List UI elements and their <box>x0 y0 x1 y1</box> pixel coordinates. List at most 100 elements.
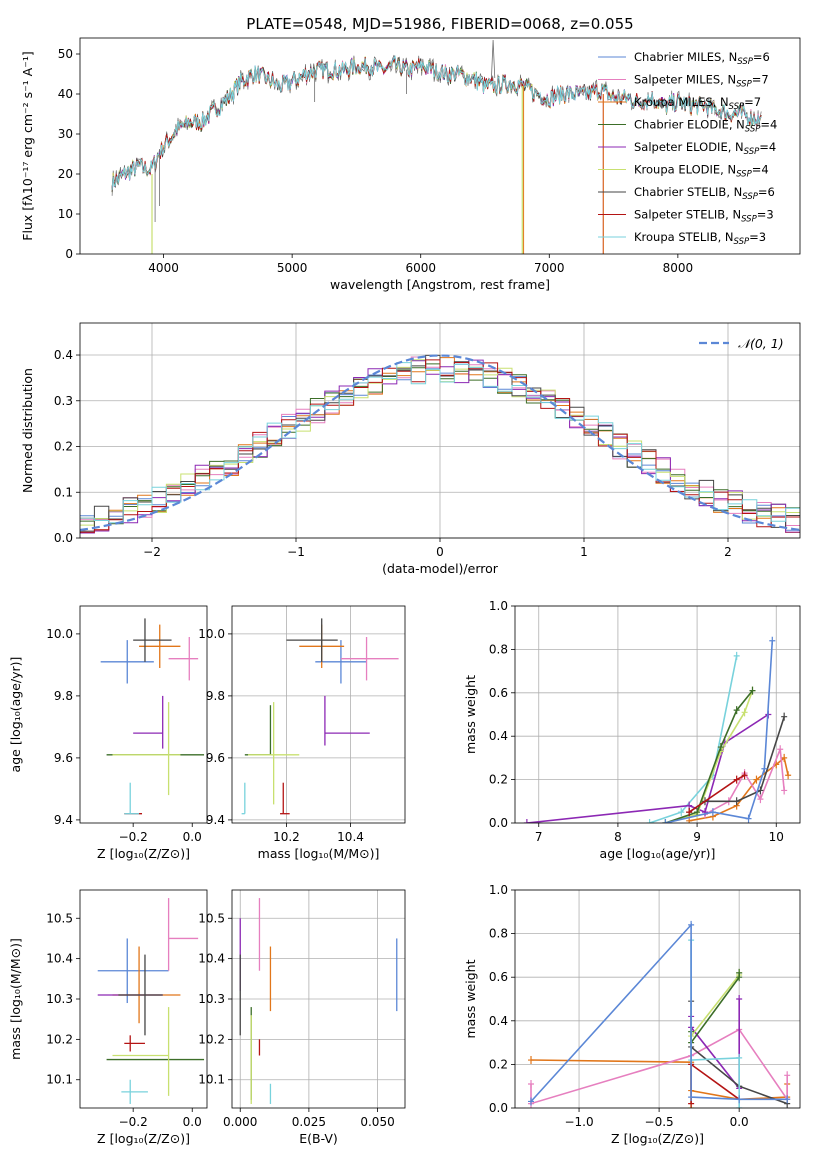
legend-text: Chabrier MILES, N <box>634 50 737 64</box>
residuals-panel: −2 −1 0 1 2 0.0 0.1 0.2 0.3 0.4 (data-model)/error… <box>20 322 801 576</box>
mass_weight_vs_age-ytick-label: 0.4 <box>489 729 508 743</box>
legend-label: Kroupa MILES, NSSP=7 <box>634 95 761 112</box>
mass_weight_vs_age-xtick-label: 10 <box>769 830 784 844</box>
weight-point-marker <box>745 814 752 823</box>
residuals-plot-area <box>80 354 800 534</box>
age_vs_mass-ytick-label: 9.4 <box>206 813 225 827</box>
plots-layer: 4000 5000 6000 7000 800001020304050wavelengt… <box>8 37 801 1146</box>
mass_weight_vs_age-xtick-label: 9 <box>693 830 701 844</box>
residuals-xtick-label: −2 <box>143 545 161 559</box>
legend-label: Salpeter MILES, NSSP=7 <box>634 73 769 90</box>
legend-count: =4 <box>759 140 776 154</box>
legend-label: Salpeter ELODIE, NSSP=4 <box>634 140 776 157</box>
weight-point-marker <box>769 636 776 645</box>
age_vs_mass-xtick-label: 10.2 <box>273 830 300 844</box>
legend-label: Kroupa STELIB, NSSP=3 <box>634 230 766 247</box>
mass_weight_vs_Z-frame <box>514 889 801 1109</box>
weight-series-8 <box>665 640 774 823</box>
mass_weight_vs_Z-plot-area <box>528 920 791 1108</box>
age_vs_mass-xtick-label: 10.4 <box>337 830 364 844</box>
mass_vs_ebv-xtick-label: 0.025 <box>292 1115 326 1129</box>
mass_vs_Z-xtick-label: −0.2 <box>119 1115 148 1129</box>
mass_weight_vs_Z-ytick-label: 0.0 <box>489 1101 508 1115</box>
weight-point-marker <box>709 808 716 817</box>
mass_vs_Z-xlabel: Z [log₁₀(Z/Z⊙)] <box>97 1131 190 1146</box>
age_vs_Z-panel: −0.2 0.0 9.4 9.6 9.8 10.0 Z [log₁₀(Z/Z⊙)] age [… <box>8 605 208 861</box>
spectrum-xtick-label: 5000 <box>277 261 308 275</box>
mass_vs_Z-ytick-label: 10.2 <box>46 1032 73 1046</box>
residuals-xtick-label: 1 <box>580 545 588 559</box>
weight-point-marker <box>741 708 748 717</box>
weight-point-marker <box>757 795 764 804</box>
weight-point-marker <box>785 771 792 780</box>
mass_weight_vs_age-ylabel: mass weight <box>463 675 478 754</box>
legend-subscript: SSP <box>734 237 750 247</box>
mass_vs_ebv-xlabel: E(B-V) <box>299 1131 338 1146</box>
weight-point-marker <box>662 819 669 823</box>
spectrum-panel: 4000 5000 6000 7000 8000 0 10 20 30 40 50 wavelengt… <box>20 37 801 292</box>
weight-point-marker <box>736 995 743 1003</box>
weight-point-marker <box>777 745 784 754</box>
mass_vs_ebv-panel: 0.000 0.025 0.050 10.1 10.2 10.3 10.4 10.5 E(B-V… <box>198 889 406 1146</box>
residuals-ytick-label: 0.3 <box>54 394 73 408</box>
legend-label: 𝒩(0, 1) <box>738 336 784 351</box>
residuals-xtick-label: 2 <box>724 545 732 559</box>
age_vs_mass-ytick-label: 9.8 <box>206 689 225 703</box>
weight-point-marker <box>784 1071 791 1080</box>
weight-point-marker <box>702 808 708 817</box>
model-spectrum-8 <box>111 54 762 190</box>
age_vs_mass-ytick-label: 10.0 <box>198 627 225 641</box>
age_vs_mass-ytick-label: 9.6 <box>206 751 225 765</box>
weight-point-marker <box>717 743 724 752</box>
residuals-xtick-label: −1 <box>287 545 305 559</box>
legend-text: Chabrier STELIB, N <box>634 185 742 199</box>
residual-histogram-8 <box>80 362 800 524</box>
mass_weight_vs_age-ytick-label: 0.2 <box>489 773 508 787</box>
weight-point-marker <box>694 808 701 817</box>
mass_weight_vs_age-ytick-label: 0.0 <box>489 816 508 830</box>
age_vs_Z-ylabel: age [log₁₀(age/yr)] <box>8 657 23 773</box>
mass_vs_Z-ytick-label: 10.5 <box>46 911 73 925</box>
mass_vs_Z-ytick-label: 10.4 <box>46 952 73 966</box>
mass_vs_Z-panel: −0.2 0.0 10.1 10.2 10.3 10.4 10.5 Z [log₁₀(Z/Z⊙… <box>8 889 208 1146</box>
weight-point-marker <box>736 1053 743 1062</box>
legend-count: =4 <box>760 118 777 132</box>
legend-subscript: SSP <box>744 147 760 157</box>
age_vs_Z-xtick-label: −0.2 <box>119 830 148 844</box>
mass_vs_Z-plot-area <box>97 898 205 1104</box>
mass_weight_vs_age-ytick-label: 1.0 <box>489 599 508 613</box>
residuals-ytick-label: 0.2 <box>54 440 73 454</box>
age_vs_Z-xtick-label: 0.0 <box>183 830 202 844</box>
mass_vs_ebv-ytick-label: 10.5 <box>198 911 225 925</box>
mass_weight_vs_Z-ytick-label: 1.0 <box>489 883 508 897</box>
legend-subscript: SSP <box>736 80 752 90</box>
h-alpha-emission <box>491 39 496 79</box>
weight-point-marker <box>736 968 743 977</box>
residuals-xlabel: (data-model)/error <box>382 561 499 576</box>
weight-point-marker <box>688 920 695 929</box>
mass_weight_vs_age-plot-area <box>523 636 792 823</box>
age_vs_Z-ytick-label: 9.4 <box>54 813 73 827</box>
mass_weight_vs_Z-xtick-label: 0.0 <box>730 1115 749 1129</box>
mass_vs_ebv-ytick-label: 10.1 <box>198 1073 225 1087</box>
spectrum-frame <box>79 37 801 255</box>
legend-subscript: SSP <box>736 170 752 180</box>
age_vs_Z-ytick-label: 9.6 <box>54 751 73 765</box>
mass_weight_vs_age-ytick-label: 0.6 <box>489 686 508 700</box>
age_vs_Z-ytick-label: 9.8 <box>54 689 73 703</box>
spectrum-xtick-label: 7000 <box>534 261 565 275</box>
age_vs_mass-frame <box>231 605 406 824</box>
age_vs_mass-plot-area <box>241 618 399 815</box>
weight-point-marker <box>749 686 756 695</box>
mass_weight_vs_age-panel: 7 8 9 10 0.0 0.2 0.4 0.6 0.8 1.0 age [log₁₀(age/yr… <box>463 599 801 861</box>
weight-series-3 <box>526 713 769 823</box>
mass_vs_ebv-plot-area <box>239 898 398 1104</box>
mass_vs_ebv-xtick-label: 0.000 <box>223 1115 257 1129</box>
weight-point-marker <box>686 808 693 817</box>
legend-label: Chabrier STELIB, NSSP=6 <box>634 185 775 202</box>
mass_vs_ebv-xtick-label: 0.050 <box>360 1115 394 1129</box>
age_vs_Z-frame <box>79 605 208 824</box>
normal-curve <box>80 354 800 532</box>
weight-point-marker <box>528 1097 535 1106</box>
